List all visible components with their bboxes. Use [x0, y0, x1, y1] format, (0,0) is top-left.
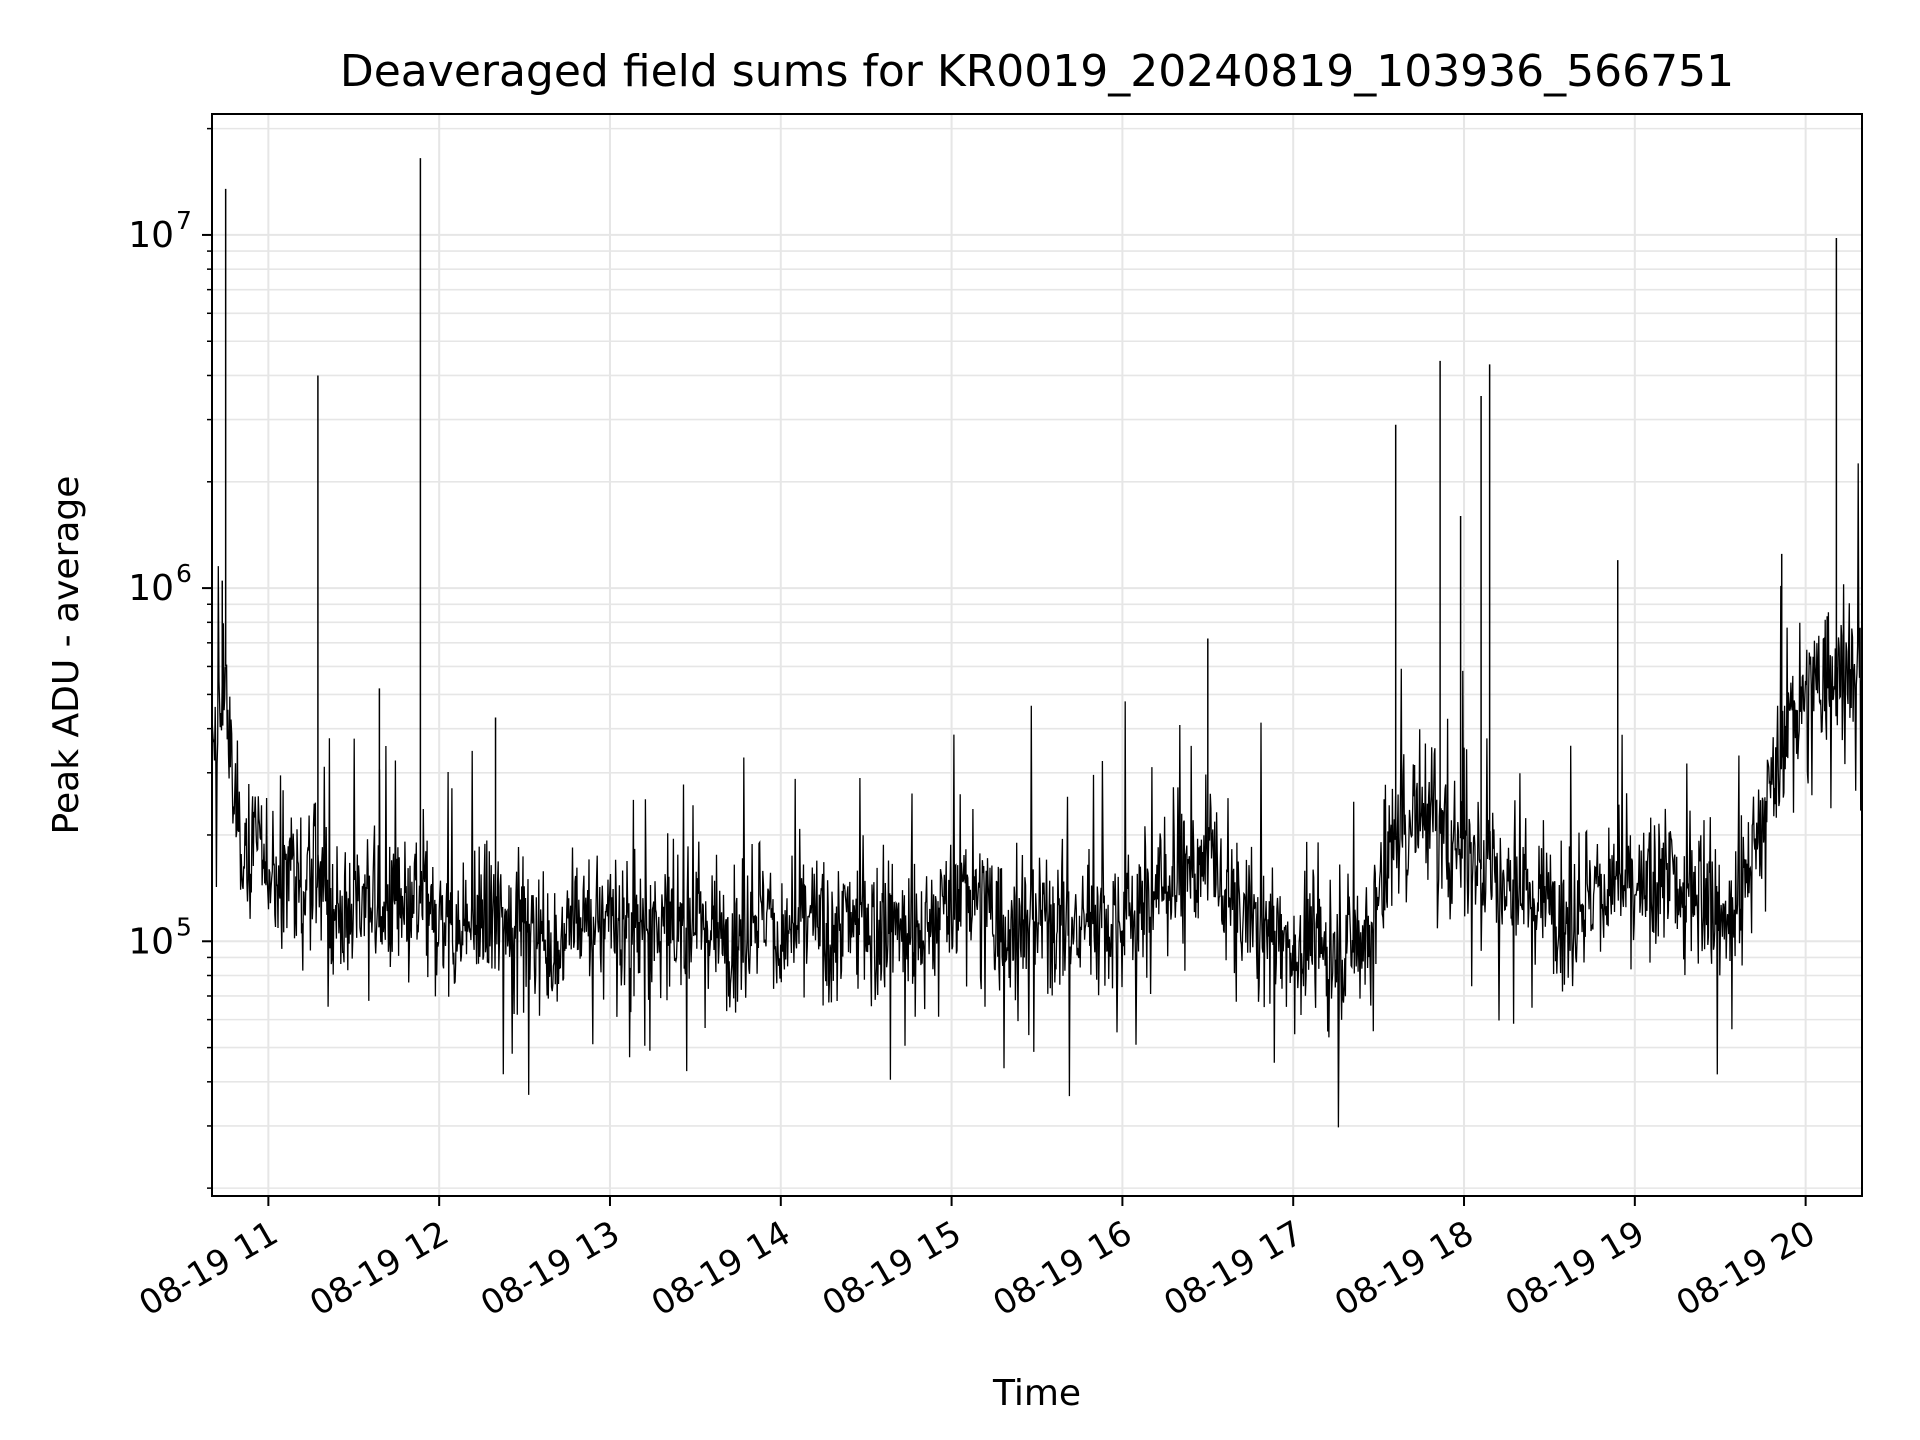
series-line	[211, 463, 1863, 1128]
y-tick-label: 10	[128, 568, 174, 609]
y-tick-exponent: 6	[176, 559, 192, 588]
y-tick-label: 10	[128, 921, 174, 962]
y-axis-label: Peak ADU - average	[46, 476, 87, 835]
plot-area	[211, 158, 1863, 1128]
x-axis-label: Time	[992, 1373, 1081, 1414]
chart-title: Deaveraged field sums for KR0019_2024081…	[340, 46, 1734, 97]
y-tick-exponent: 5	[176, 912, 192, 941]
axes-frame	[211, 113, 1863, 1197]
y-tick-label: 10	[128, 215, 174, 256]
y-tick-exponent: 7	[176, 206, 192, 235]
